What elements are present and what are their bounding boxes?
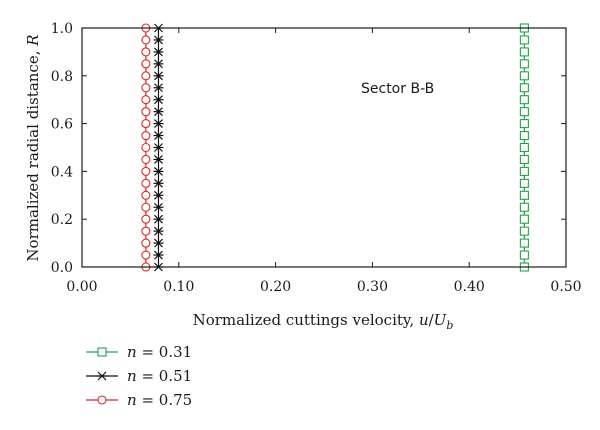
series-marker <box>153 35 164 45</box>
series-marker <box>141 119 151 129</box>
series-marker <box>141 83 151 93</box>
series-marker <box>519 202 529 212</box>
series-marker <box>519 190 529 200</box>
series-marker <box>519 250 529 260</box>
series-marker <box>519 131 529 141</box>
series-marker <box>141 95 151 105</box>
series-marker <box>141 47 151 57</box>
series-marker <box>141 154 151 164</box>
y-tick-label: 0.4 <box>51 164 73 180</box>
x-axis-title: Normalized cuttings velocity, u/Ub <box>193 311 454 332</box>
legend-label: n = 0.51 <box>127 367 192 385</box>
series-marker <box>141 35 151 45</box>
legend-swatch-marker <box>97 347 107 357</box>
plot-frame <box>81 27 567 268</box>
series-marker <box>519 71 529 81</box>
series-marker <box>519 59 529 69</box>
x-tick-label: 0.30 <box>357 279 388 295</box>
legend-swatch-marker <box>97 395 107 405</box>
series-0 <box>519 23 529 272</box>
series-marker <box>141 71 151 81</box>
legend-item: n = 0.75 <box>86 391 192 409</box>
series-marker <box>153 95 164 105</box>
series-marker <box>153 214 164 224</box>
y-tick-label: 0.0 <box>51 260 73 276</box>
series-marker <box>153 178 164 188</box>
series-marker <box>519 166 529 176</box>
series-2 <box>141 23 151 272</box>
series-marker <box>141 202 151 212</box>
series-marker <box>141 214 151 224</box>
series-marker <box>141 166 151 176</box>
series-marker <box>153 143 164 152</box>
series-marker <box>141 142 151 153</box>
series-marker <box>153 226 164 236</box>
series-marker <box>519 142 529 153</box>
y-tick-label: 1.0 <box>51 21 73 37</box>
x-tick-label: 0.40 <box>454 279 485 295</box>
legend: n = 0.31 n = 0.51 n = 0.75 <box>86 343 192 409</box>
legend-label: n = 0.31 <box>127 343 192 361</box>
series-marker <box>141 178 151 188</box>
legend-item: n = 0.31 <box>86 343 192 361</box>
series-marker <box>153 250 164 260</box>
series-marker <box>519 47 529 57</box>
series-marker <box>519 238 529 248</box>
series-marker <box>153 119 164 129</box>
legend-item: n = 0.51 <box>86 367 192 385</box>
series-marker <box>519 214 529 224</box>
series-marker <box>153 202 164 212</box>
series-marker <box>519 35 529 45</box>
series-marker <box>519 178 529 188</box>
series-marker <box>141 131 151 141</box>
series-marker <box>519 83 529 93</box>
series-marker <box>519 226 529 236</box>
series-marker <box>153 166 164 176</box>
series-marker <box>153 238 164 248</box>
y-tick-label: 0.8 <box>51 69 73 85</box>
series-marker <box>153 107 164 117</box>
series-marker <box>141 238 151 248</box>
y-tick-label: 0.6 <box>51 117 73 133</box>
series-marker <box>519 95 529 105</box>
x-tick-label: 0.50 <box>550 279 581 295</box>
series-marker <box>141 226 151 236</box>
series-marker <box>153 59 164 69</box>
y-axis-title: Normalized radial distance, R <box>24 34 42 261</box>
legend-swatch-marker <box>97 371 107 381</box>
plot-area <box>141 23 529 272</box>
series-marker <box>153 131 164 140</box>
series-marker <box>153 71 164 81</box>
x-tick-label: 0.10 <box>163 279 194 295</box>
series-marker <box>519 107 529 117</box>
y-tick-label: 0.2 <box>51 212 73 228</box>
series-1 <box>153 23 164 272</box>
axes: 0.00 0.10 0.20 0.30 0.40 0.50 0.0 0.2 0.4 0.6 0.8 1… <box>51 21 582 295</box>
series-marker <box>141 59 151 69</box>
series-marker <box>153 47 164 57</box>
series-marker <box>141 250 151 260</box>
annotation-sector: Sector B-B <box>361 81 434 97</box>
series-marker <box>141 190 151 200</box>
legend-label: n = 0.75 <box>127 391 192 409</box>
series-marker <box>519 154 529 164</box>
series-marker <box>153 190 164 200</box>
series-marker <box>519 119 529 129</box>
series-marker <box>141 107 151 117</box>
x-tick-label: 0.00 <box>66 279 97 295</box>
series-marker <box>153 83 164 93</box>
series-marker <box>153 155 164 164</box>
x-tick-label: 0.20 <box>260 279 291 295</box>
